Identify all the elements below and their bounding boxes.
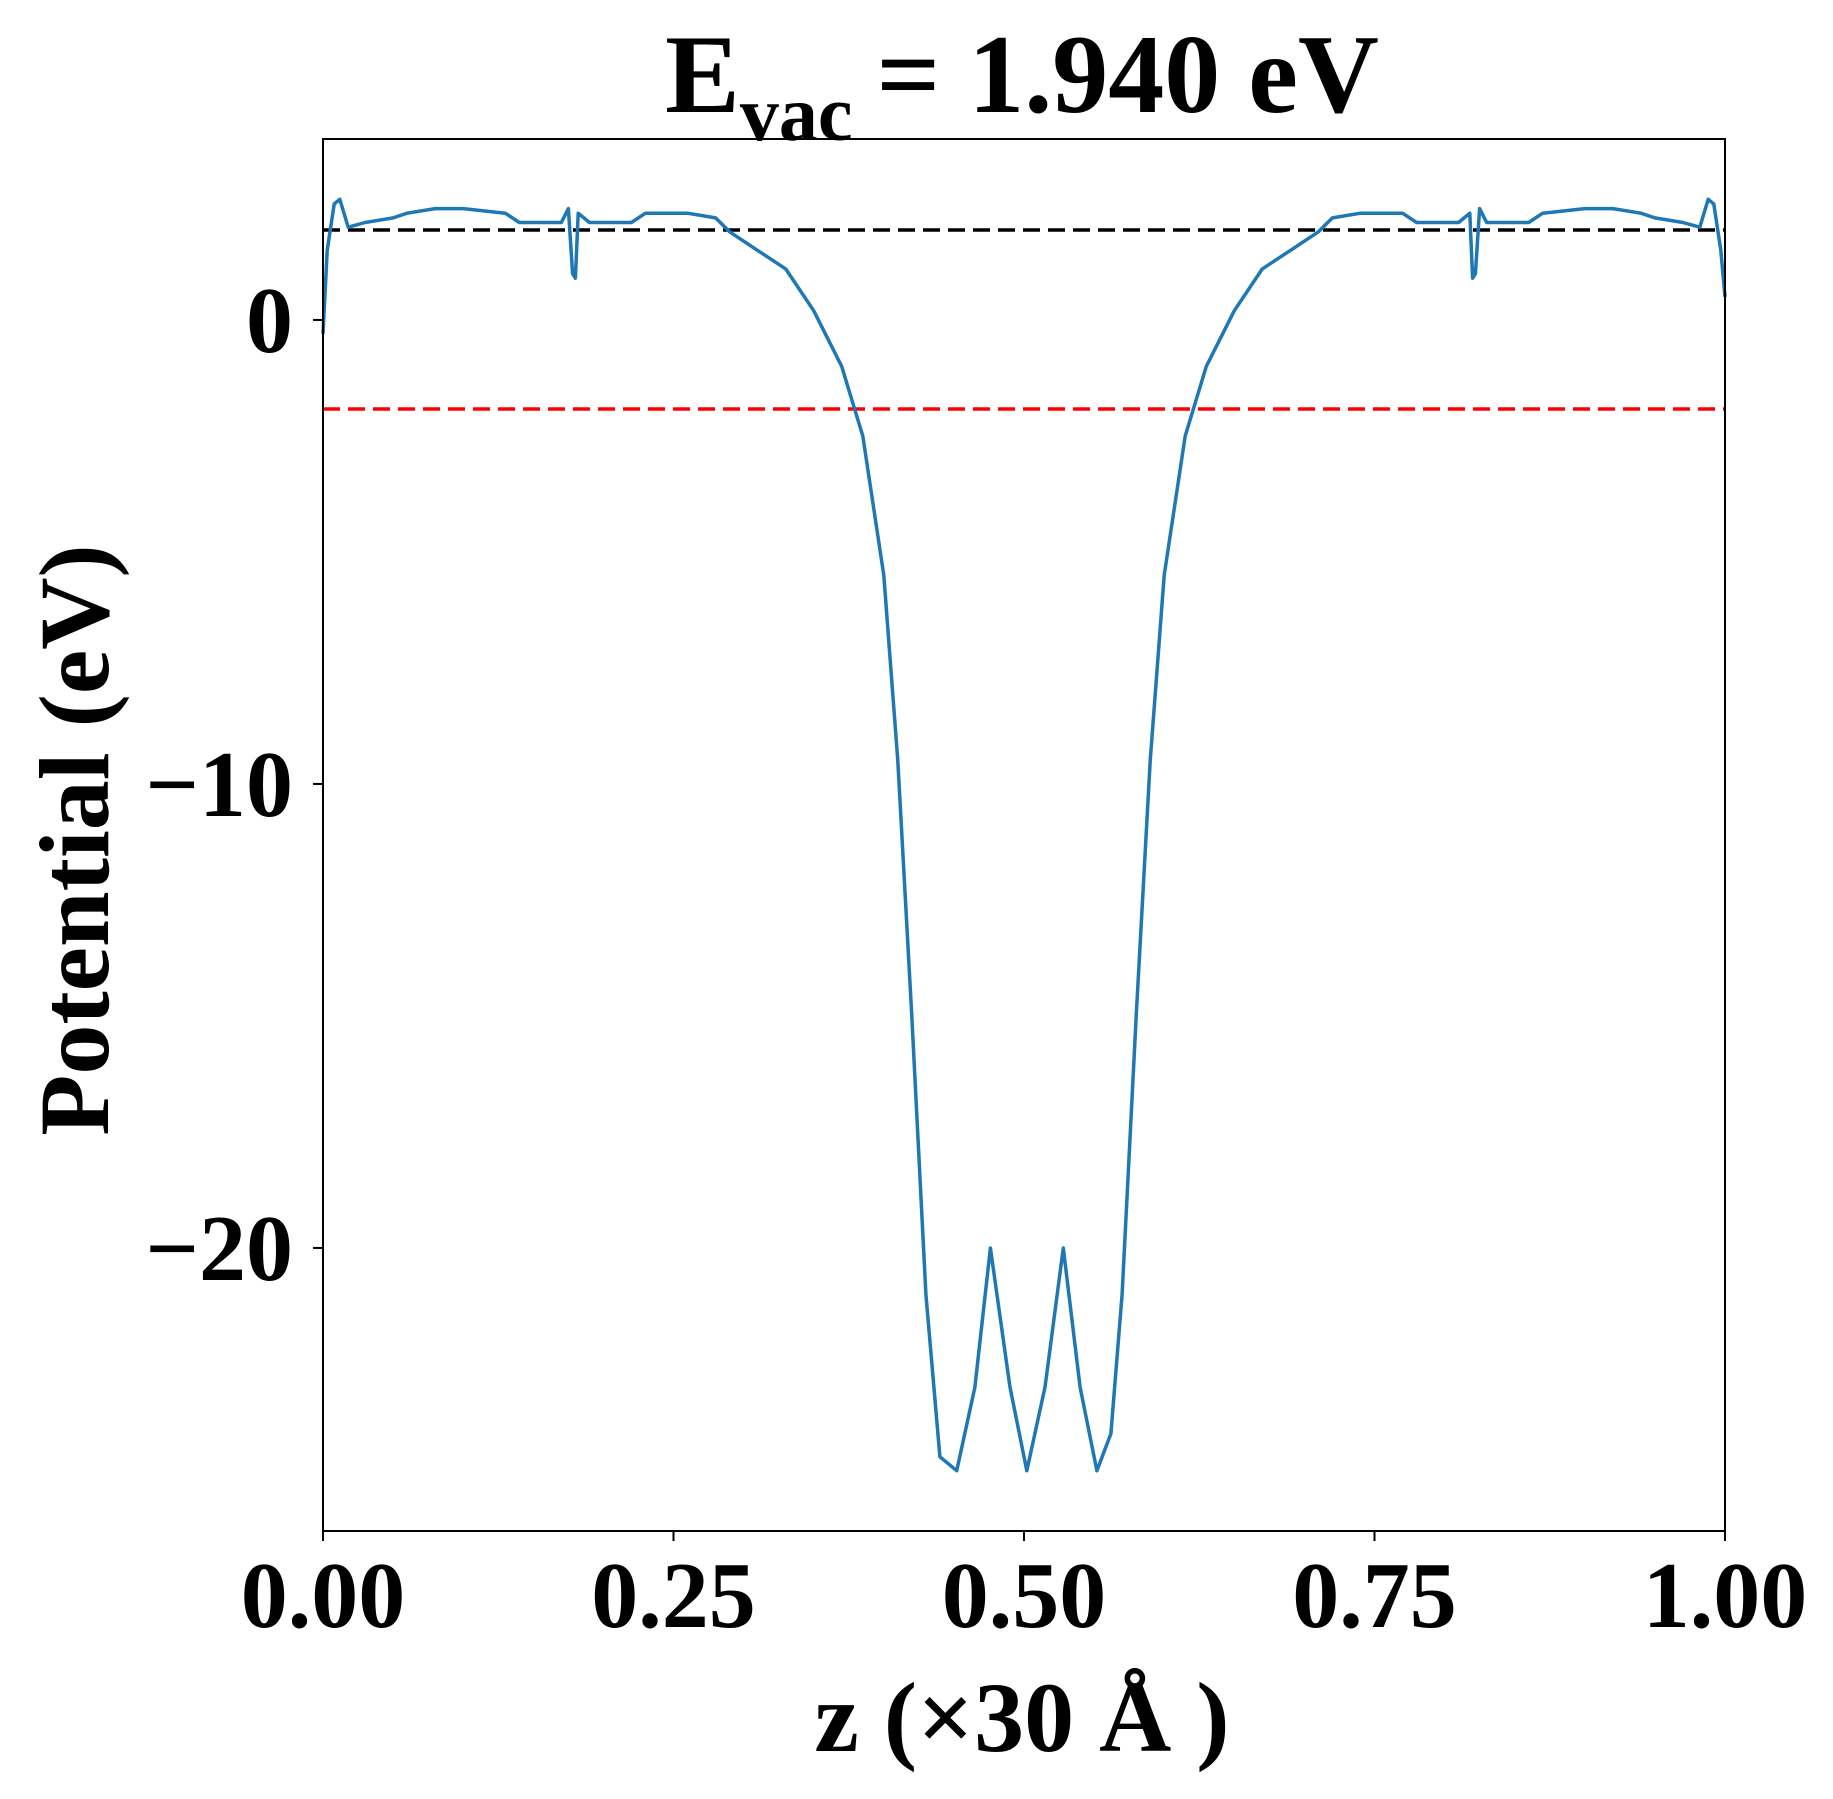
x-axis-label: z (×30 Å ) xyxy=(814,1662,1229,1773)
data-line xyxy=(321,197,1727,1473)
x-tick-label: 0.00 xyxy=(241,1544,406,1648)
y-tick-label: 0 xyxy=(246,269,293,373)
x-tick-label: 0.75 xyxy=(1292,1544,1457,1648)
x-tick-label: 1.00 xyxy=(1643,1544,1808,1648)
y-tick-label: −10 xyxy=(145,733,293,837)
title-base: E xyxy=(665,13,740,137)
y-axis-label: Potential (eV) xyxy=(19,544,130,1135)
title-rest: = 1.940 eV xyxy=(876,13,1378,137)
x-tick-label: 0.50 xyxy=(942,1544,1107,1648)
plot-frame xyxy=(322,138,1726,1532)
x-tick-label: 0.25 xyxy=(591,1544,756,1648)
title-subscript: vac xyxy=(740,70,853,157)
y-tick-label: −20 xyxy=(145,1197,293,1301)
chart-title: Evac = 1.940 eV xyxy=(665,13,1379,157)
